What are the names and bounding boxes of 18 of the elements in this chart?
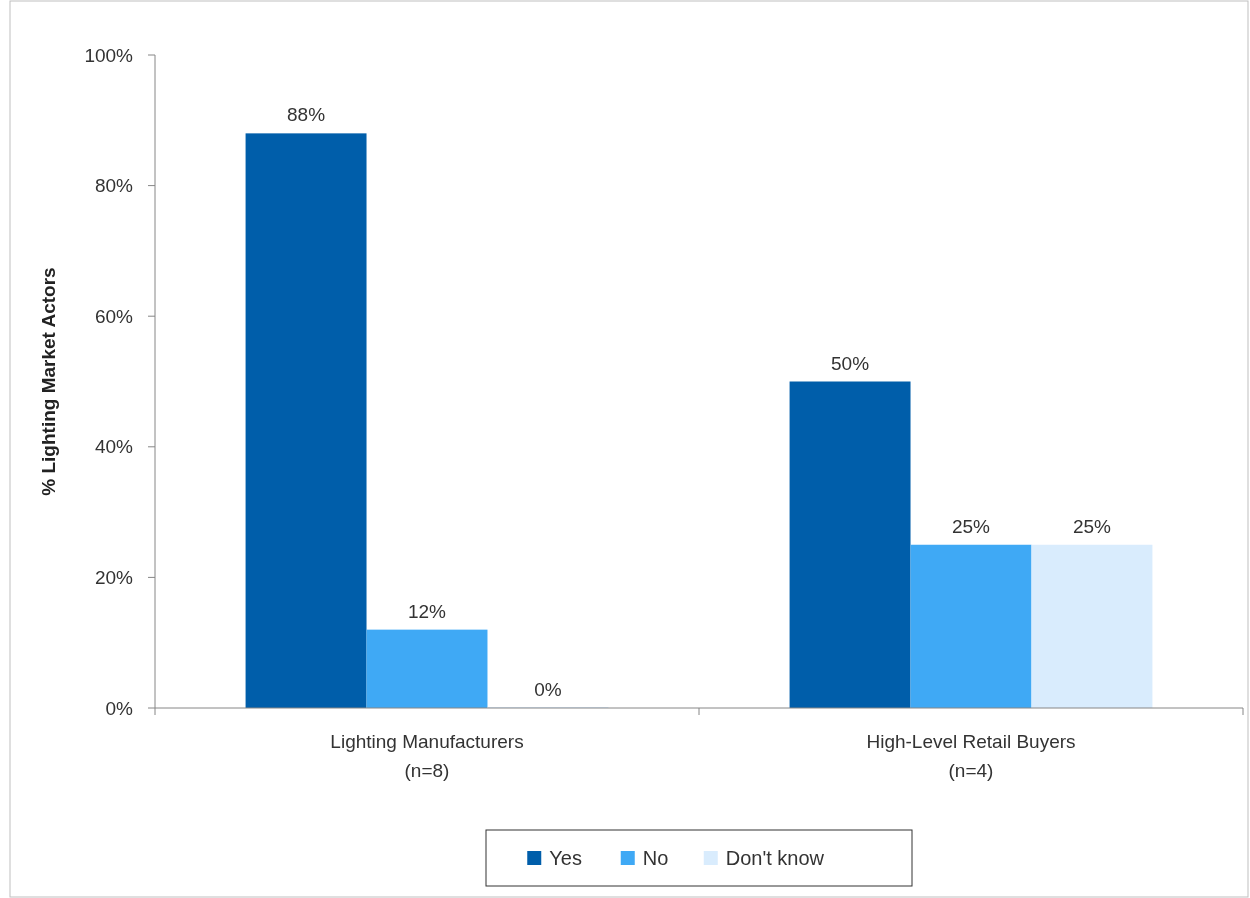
- legend-label: No: [642, 847, 669, 869]
- x-tick-label: Lighting Manufacturers (n=8): [330, 731, 524, 781]
- y-tick-label: 20%: [94, 567, 134, 589]
- y-tick-label: 60%: [94, 305, 134, 327]
- data-label: 25%: [951, 515, 991, 537]
- y-tick-label: 100%: [84, 44, 134, 66]
- y-axis-title: % Lighting Market Actors: [38, 267, 59, 496]
- data-label: 25%: [1072, 515, 1112, 537]
- legend-label: Don't know: [725, 847, 825, 869]
- data-label: 50%: [831, 352, 870, 374]
- data-label: 0%: [534, 679, 562, 700]
- legend-label: Yes: [549, 847, 582, 869]
- data-label: 12%: [407, 600, 447, 622]
- y-tick-label: 40%: [94, 436, 134, 458]
- data-label: 88%: [287, 104, 326, 126]
- y-tick-label: 80%: [94, 175, 134, 197]
- x-tick-label: High-Level Retail Buyers (n=4): [866, 731, 1076, 781]
- y-tick-label: 0%: [105, 697, 134, 719]
